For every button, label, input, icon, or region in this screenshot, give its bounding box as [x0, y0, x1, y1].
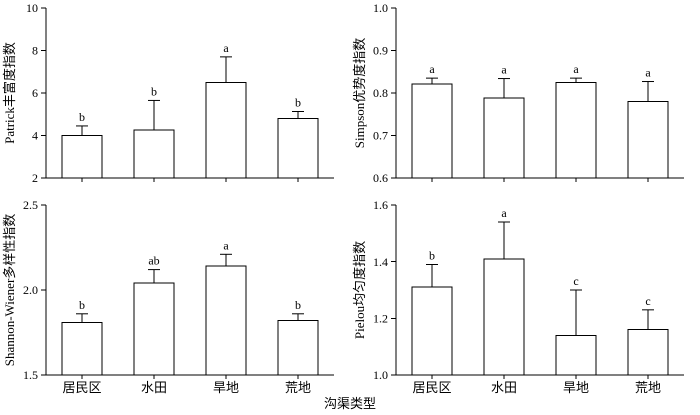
y-tick-label: 6 [32, 86, 38, 100]
significance-label: c [573, 274, 578, 288]
bar [133, 282, 175, 376]
significance-label: a [645, 66, 651, 80]
significance-label: c [645, 294, 650, 308]
bar [61, 321, 103, 376]
bar [205, 265, 247, 376]
y-tick-label: 10 [26, 1, 38, 15]
y-tick-label: 0.7 [373, 129, 388, 143]
significance-label: a [429, 62, 435, 76]
panel-shannon-wiener-diversity: 1.5 2.0 2.5 Shannon-Wiener多样性指数 b 居民区 ab 水田 a 旱地 b… [2, 198, 334, 394]
panel-pielou-evenness: 1.0 1.2 1.4 1.6 Pielou均匀度指数 b 居民区 a 水田 c 旱地 c 荒地 [352, 198, 684, 394]
bar [627, 101, 669, 179]
category-label: 居民区 [62, 380, 101, 394]
category-label: 旱地 [213, 380, 239, 394]
y-tick-label: 0.9 [373, 44, 388, 58]
bar [277, 118, 319, 179]
y-tick-label: 2.0 [23, 283, 38, 297]
bar [411, 286, 453, 376]
significance-label: a [573, 62, 579, 76]
category-label: 居民区 [412, 380, 451, 394]
significance-label: b [79, 298, 85, 312]
y-axis-title: Shannon-Wiener多样性指数 [2, 214, 17, 367]
x-axis-title: 沟渠类型 [323, 396, 376, 411]
y-tick-label: 1.0 [373, 368, 388, 382]
category-label: 荒地 [635, 380, 661, 394]
category-label: 水田 [141, 380, 167, 394]
y-axis-title: Pielou均匀度指数 [352, 241, 367, 339]
y-tick-label: 1.6 [373, 198, 388, 212]
bar [277, 320, 319, 376]
significance-label: a [501, 63, 507, 77]
bar [483, 97, 525, 179]
category-label: 荒地 [285, 380, 311, 394]
significance-label: a [501, 206, 507, 220]
category-label: 旱地 [563, 380, 589, 394]
bar [411, 83, 453, 179]
significance-label: b [295, 95, 301, 109]
y-tick-label: 2 [32, 171, 38, 185]
y-axis-title: Patrick丰富度指数 [2, 42, 17, 144]
panel-simpson-dominance: 0.6 0.7 0.8 0.9 1.0 Simpson优势度指数 a a a a [352, 1, 684, 185]
bar [555, 81, 597, 179]
y-tick-label: 8 [32, 44, 38, 58]
bar [483, 258, 525, 376]
y-tick-label: 1.0 [373, 1, 388, 15]
bar [627, 329, 669, 376]
y-tick-label: 0.6 [373, 171, 388, 185]
significance-label: ab [148, 254, 159, 268]
y-tick-label: 4 [32, 129, 38, 143]
panel-patrick-richness: 2 4 6 8 10 Patrick丰富度指数 b b a b [2, 1, 334, 185]
y-axis-title: Simpson优势度指数 [352, 38, 367, 149]
significance-label: a [223, 41, 229, 55]
y-tick-label: 0.8 [373, 86, 388, 100]
bar [205, 81, 247, 179]
y-tick-label: 1.2 [373, 312, 388, 326]
bar [555, 334, 597, 376]
significance-label: a [223, 238, 229, 252]
significance-label: b [295, 298, 301, 312]
significance-label: b [79, 110, 85, 124]
category-label: 水田 [491, 380, 517, 394]
bar [133, 129, 175, 179]
y-tick-label: 1.4 [373, 255, 388, 269]
y-tick-label: 2.5 [23, 198, 38, 212]
significance-label: b [151, 84, 157, 98]
y-tick-label: 1.5 [23, 368, 38, 382]
significance-label: b [429, 249, 435, 263]
bar [61, 135, 103, 179]
